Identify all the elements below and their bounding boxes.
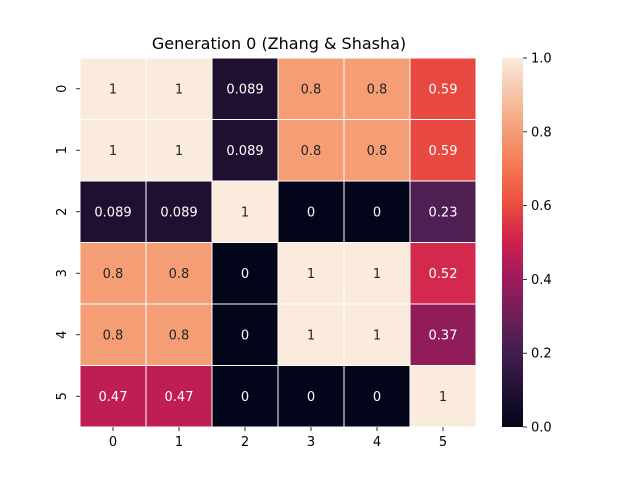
heatmap-cell-4-5: [409, 303, 477, 366]
cell-label-1-1: 1: [175, 144, 183, 159]
x-tick-label-3: 3: [307, 435, 315, 450]
cell-label-3-2: 0: [241, 267, 249, 282]
heatmap-cell-3-2: [211, 242, 279, 305]
cell-label-2-1: 0.089: [160, 205, 197, 220]
colorbar-ticks: 0.0 0.2 0.4 0.6 0.8 1.0: [523, 52, 552, 436]
heatmap-cell-3-1: [145, 242, 213, 305]
heatmap-cell-0-5: [409, 57, 477, 120]
heatmap-cell-2-3: [277, 180, 345, 243]
heatmap-cell-0-1: [145, 57, 213, 120]
x-axis: 0 1 2 3 4 5: [109, 427, 447, 450]
cell-label-1-5: 0.59: [429, 144, 458, 159]
cell-label-3-4: 1: [373, 267, 381, 282]
heatmap-cell-4-3: [277, 303, 345, 366]
x-tick-label-4: 4: [373, 435, 381, 450]
colorbar-tick-label-3: 0.6: [531, 199, 552, 214]
cell-label-1-3: 0.8: [301, 144, 322, 159]
cell-label-0-1: 1: [175, 82, 183, 97]
cell-label-0-0: 1: [109, 82, 117, 97]
heatmap-cell-3-3: [277, 242, 345, 305]
x-tick-label-1: 1: [175, 435, 183, 450]
x-tick-label-0: 0: [109, 435, 117, 450]
heatmap-cell-3-4: [343, 242, 411, 305]
cell-label-1-2: 0.089: [226, 144, 263, 159]
heatmap-cells: 1 1 0.089 0.8 0.8 0.59 1 1 0.089 0.8 0.8 0.59 0.089 0…: [79, 57, 477, 428]
cell-label-3-5: 0.52: [429, 267, 458, 282]
heatmap-cell-5-0: [79, 365, 147, 428]
cell-label-0-3: 0.8: [301, 82, 322, 97]
y-tick-label-2: 2: [55, 208, 70, 216]
heatmap-cell-3-0: [79, 242, 147, 305]
x-tick-label-5: 5: [439, 435, 447, 450]
heatmap-cell-0-2: [211, 57, 279, 120]
y-tick-label-3: 3: [55, 269, 70, 277]
cell-label-3-3: 1: [307, 267, 315, 282]
cell-label-5-5: 1: [439, 390, 447, 405]
heatmap-cell-1-5: [409, 119, 477, 182]
cell-label-4-5: 0.37: [429, 328, 458, 343]
y-tick-label-5: 5: [55, 392, 70, 400]
colorbar-tick-label-0: 0.0: [531, 421, 552, 436]
heatmap-cell-4-2: [211, 303, 279, 366]
cell-label-5-0: 0.47: [99, 390, 128, 405]
heatmap-cell-3-5: [409, 242, 477, 305]
heatmap-cell-1-3: [277, 119, 345, 182]
cell-label-5-2: 0: [241, 390, 249, 405]
colorbar-tick-label-4: 0.8: [531, 125, 552, 140]
cell-label-2-0: 0.089: [94, 205, 131, 220]
colorbar-tick-label-2: 0.4: [531, 273, 552, 288]
heatmap-cell-4-4: [343, 303, 411, 366]
y-axis: 0 1 2 3 4 5: [55, 85, 80, 400]
x-tick-label-2: 2: [241, 435, 249, 450]
cell-label-0-5: 0.59: [429, 82, 458, 97]
colorbar-tick-label-1: 0.2: [531, 347, 552, 362]
colorbar-gradient: [502, 58, 523, 427]
cell-label-2-2: 1: [241, 205, 249, 220]
cell-label-1-4: 0.8: [367, 144, 388, 159]
cell-label-1-0: 1: [109, 144, 117, 159]
cell-label-3-0: 0.8: [103, 267, 124, 282]
cell-label-3-1: 0.8: [169, 267, 190, 282]
colorbar: 0.0 0.2 0.4 0.6 0.8 1.0: [502, 52, 552, 436]
y-tick-label-0: 0: [55, 85, 70, 93]
cell-label-4-4: 1: [373, 328, 381, 343]
cell-label-0-4: 0.8: [367, 82, 388, 97]
cell-label-4-0: 0.8: [103, 328, 124, 343]
cell-label-2-4: 0: [373, 205, 381, 220]
y-tick-label-1: 1: [55, 146, 70, 154]
cell-label-4-3: 1: [307, 328, 315, 343]
heatmap-cell-1-1: [145, 119, 213, 182]
heatmap-cell-2-1: [145, 180, 213, 243]
heatmap-cell-0-3: [277, 57, 345, 120]
chart-title: Generation 0 (Zhang & Shasha): [152, 34, 406, 53]
cell-label-2-5: 0.23: [429, 205, 458, 220]
cell-label-5-4: 0: [373, 390, 381, 405]
cell-label-5-1: 0.47: [165, 390, 194, 405]
cell-label-2-3: 0: [307, 205, 315, 220]
cell-label-5-3: 0: [307, 390, 315, 405]
y-tick-label-4: 4: [55, 331, 70, 339]
heatmap-cell-5-5: [409, 365, 477, 428]
heatmap-cell-0-0: [79, 57, 147, 120]
colorbar-tick-label-5: 1.0: [531, 52, 552, 67]
heatmap-cell-2-5: [409, 180, 477, 243]
heatmap-cell-2-4: [343, 180, 411, 243]
cell-label-4-1: 0.8: [169, 328, 190, 343]
heatmap-cell-4-0: [79, 303, 147, 366]
cell-label-0-2: 0.089: [226, 82, 263, 97]
cell-label-4-2: 0: [241, 328, 249, 343]
